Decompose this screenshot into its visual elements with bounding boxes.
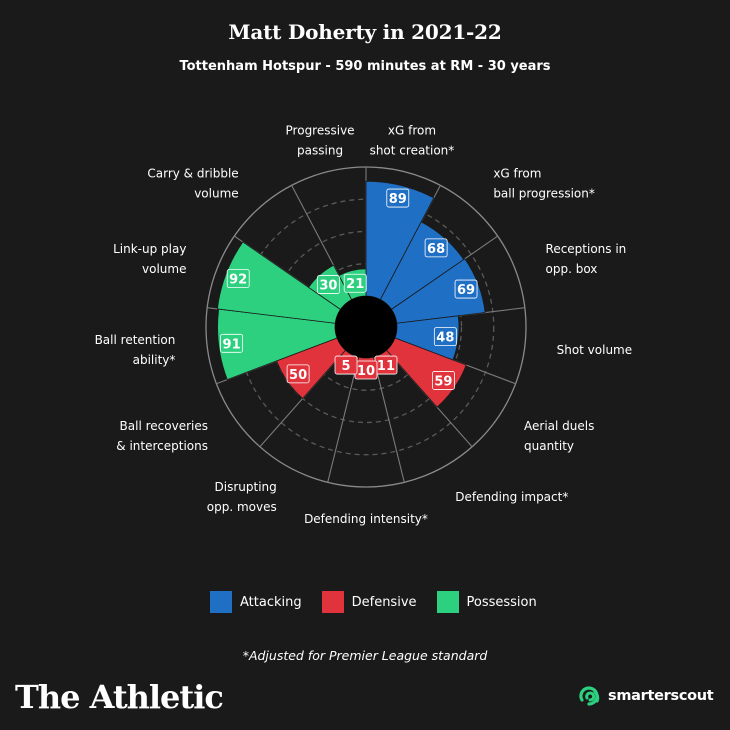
value-tag-13 bbox=[343, 273, 367, 293]
bar-11 bbox=[216, 241, 342, 324]
bar-10 bbox=[217, 308, 338, 381]
category-label-2: xG from ball progression* bbox=[493, 166, 595, 200]
value-label-11: 92 bbox=[229, 273, 247, 288]
footnote: *Adjusted for Premier League standard bbox=[242, 648, 488, 663]
value-label-2: 68 bbox=[427, 242, 445, 257]
value-label-9: 50 bbox=[289, 368, 307, 383]
category-label-12: Carry & dribble volume bbox=[147, 166, 238, 200]
category-label-7: Defending intensity* bbox=[304, 512, 428, 526]
category-label-8: Disrupting opp. moves bbox=[207, 480, 277, 514]
chart-subtitle: Tottenham Hotspur - 590 minutes at RM - … bbox=[179, 59, 551, 74]
center-hole bbox=[335, 296, 397, 358]
value-tag-5 bbox=[432, 371, 455, 390]
value-tag-1 bbox=[386, 188, 410, 208]
category-label-11: Link-up play volume bbox=[113, 242, 186, 276]
value-label-5: 59 bbox=[434, 374, 452, 389]
value-label-7: 10 bbox=[357, 364, 375, 379]
value-label-6: 11 bbox=[377, 359, 395, 374]
value-label-8: 5 bbox=[341, 359, 350, 374]
grid-ring bbox=[237, 198, 495, 456]
category-label-1: xG from shot creation* bbox=[370, 124, 455, 158]
category-label-10: Ball retention ability* bbox=[95, 333, 176, 367]
category-label-13: Progressive passing bbox=[286, 124, 355, 158]
value-label-4: 48 bbox=[436, 331, 454, 346]
legend-item-attacking: Attacking bbox=[210, 591, 302, 613]
grid-spoke bbox=[327, 356, 360, 483]
legend-label-attacking: Attacking bbox=[240, 594, 302, 610]
value-tag-10 bbox=[220, 333, 243, 353]
category-label-4: Shot volume bbox=[557, 343, 633, 357]
value-tag-12 bbox=[317, 275, 340, 294]
value-tag-4 bbox=[433, 327, 457, 347]
value-label-1: 89 bbox=[389, 192, 407, 207]
value-tag-11 bbox=[226, 269, 250, 288]
legend: Attacking Defensive Possession bbox=[210, 591, 537, 613]
value-tag-3 bbox=[454, 279, 478, 299]
legend-item-possession: Possession bbox=[436, 591, 537, 613]
smarterscout-wordmark: smarterscout bbox=[608, 688, 714, 704]
legend-swatch-defensive bbox=[321, 591, 344, 613]
chart-title: Matt Doherty in 2021-22 bbox=[228, 20, 502, 44]
value-label-10: 91 bbox=[223, 337, 241, 352]
value-tag-8 bbox=[334, 355, 358, 375]
value-label-13: 21 bbox=[346, 277, 364, 292]
category-label-5: Aerial duels quantity bbox=[524, 419, 594, 453]
value-tag-2 bbox=[424, 238, 448, 258]
category-label-3: Receptions in opp. box bbox=[546, 242, 627, 276]
value-label-12: 30 bbox=[319, 279, 337, 294]
smarterscout-icon bbox=[579, 686, 600, 706]
the-athletic-logo: The Athletic bbox=[15, 678, 224, 716]
legend-label-defensive: Defensive bbox=[351, 594, 417, 610]
smarterscout-logo: smarterscout bbox=[578, 684, 714, 708]
category-label-6: Defending impact* bbox=[455, 490, 568, 504]
grid-spoke bbox=[372, 356, 405, 483]
value-label-3: 69 bbox=[457, 283, 475, 298]
value-tag-9 bbox=[286, 364, 310, 384]
legend-label-possession: Possession bbox=[466, 594, 537, 610]
legend-swatch-possession bbox=[436, 591, 459, 613]
legend-swatch-attacking bbox=[210, 591, 232, 613]
category-label-9: Ball recoveries & interceptions bbox=[116, 419, 208, 453]
legend-item-defensive: Defensive bbox=[321, 591, 417, 613]
